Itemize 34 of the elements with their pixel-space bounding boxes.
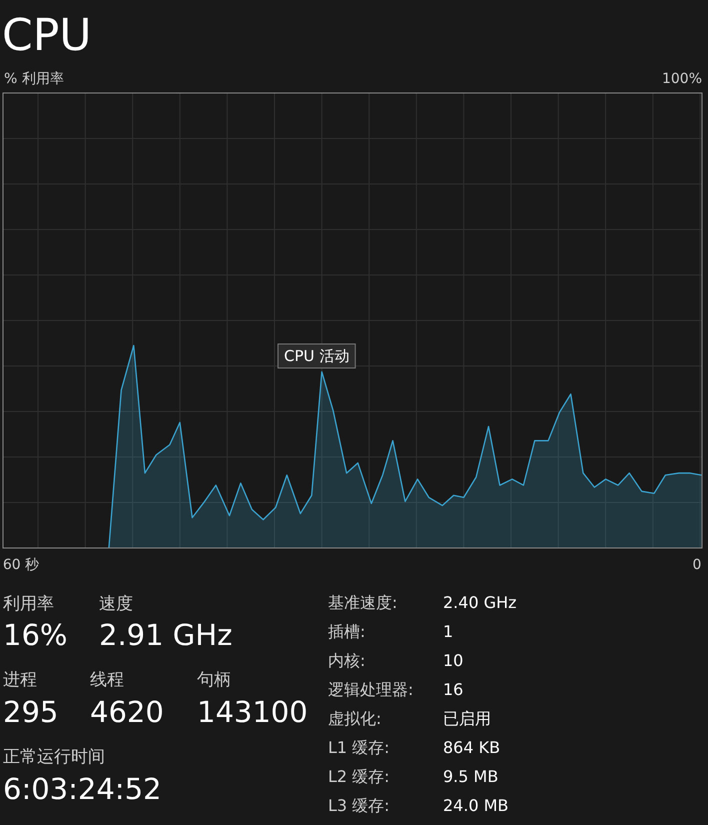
text: 24.0 MB: [443, 796, 508, 815]
text: 速度: [99, 594, 133, 614]
text: 句柄: [197, 670, 231, 690]
text: 864 KB: [443, 738, 500, 757]
text: 进程: [3, 670, 37, 690]
chart-title: CPU: [2, 10, 92, 61]
text: 6:03:24:52: [3, 772, 162, 806]
text: 16%: [3, 618, 68, 652]
text: 143100: [197, 695, 308, 729]
x-tick-label: 60 秒: [2, 557, 40, 573]
text: 正常运行时间: [3, 747, 105, 767]
text: 利用率: [3, 594, 54, 614]
text: 2.40 GHz: [443, 593, 517, 612]
x-tick-label: 0: [692, 557, 702, 573]
text: 逻辑处理器:: [328, 680, 414, 699]
text: 2.91 GHz: [99, 618, 232, 652]
text: 1: [443, 622, 454, 641]
text: 插槽:: [328, 622, 366, 641]
text: 16: [443, 680, 464, 699]
text: L3 缓存:: [328, 796, 390, 815]
text: 虚拟化:: [328, 709, 382, 728]
text: 已启用: [443, 709, 491, 728]
text: 4620: [90, 695, 164, 729]
text: 100%: [662, 71, 702, 87]
text: 内核:: [328, 651, 366, 670]
text: 9.5 MB: [443, 767, 498, 786]
text: 10: [443, 651, 464, 670]
annotation: CPU 活动: [284, 347, 350, 365]
text: 线程: [90, 670, 124, 690]
text: L2 缓存:: [328, 767, 390, 786]
text: L1 缓存:: [328, 738, 390, 757]
text: 基准速度:: [328, 593, 398, 612]
text: % 利用率: [4, 71, 64, 87]
text: 295: [3, 695, 58, 729]
